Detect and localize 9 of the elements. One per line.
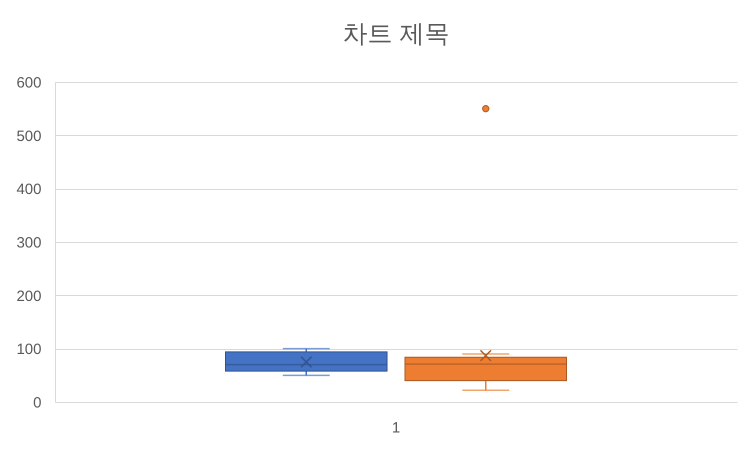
y-tick-label: 100	[16, 341, 42, 358]
chart-title: 차트 제목	[342, 20, 450, 48]
y-tick-label: 600	[16, 74, 42, 92]
x-tick-label: 1	[392, 420, 400, 436]
y-tick-label: 400	[16, 181, 42, 198]
y-tick-label: 0	[33, 394, 42, 412]
y-tick-label: 300	[16, 234, 42, 252]
y-tick-label: 200	[16, 288, 42, 305]
y-tick-label: 500	[16, 128, 42, 145]
